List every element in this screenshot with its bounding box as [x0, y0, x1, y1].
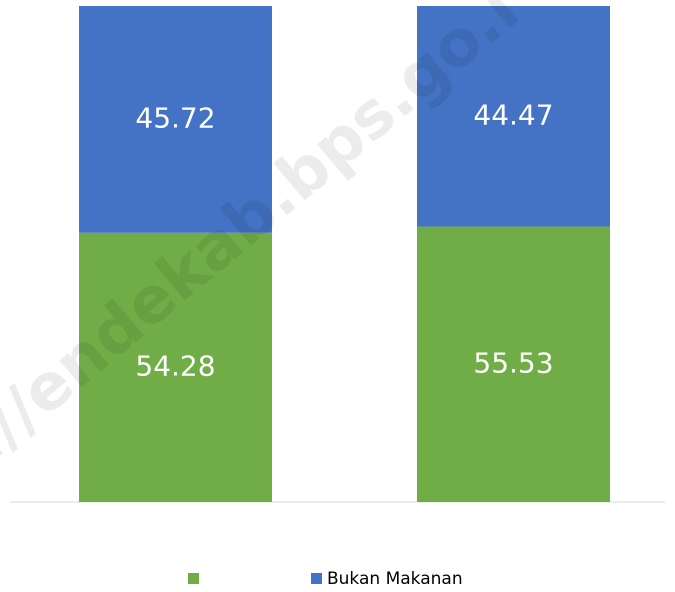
data-label: 54.28 [135, 349, 215, 382]
data-label: 55.53 [473, 346, 553, 379]
bar-segment [417, 226, 610, 502]
bar-segment [417, 6, 610, 227]
legend-label: Bukan Makanan [327, 569, 463, 589]
data-label: 45.72 [135, 101, 215, 134]
legend-swatch [311, 573, 322, 584]
legend-swatch [188, 573, 199, 584]
data-label: 44.47 [473, 98, 553, 131]
bar-segment [79, 232, 272, 503]
bar-segment [79, 6, 272, 233]
